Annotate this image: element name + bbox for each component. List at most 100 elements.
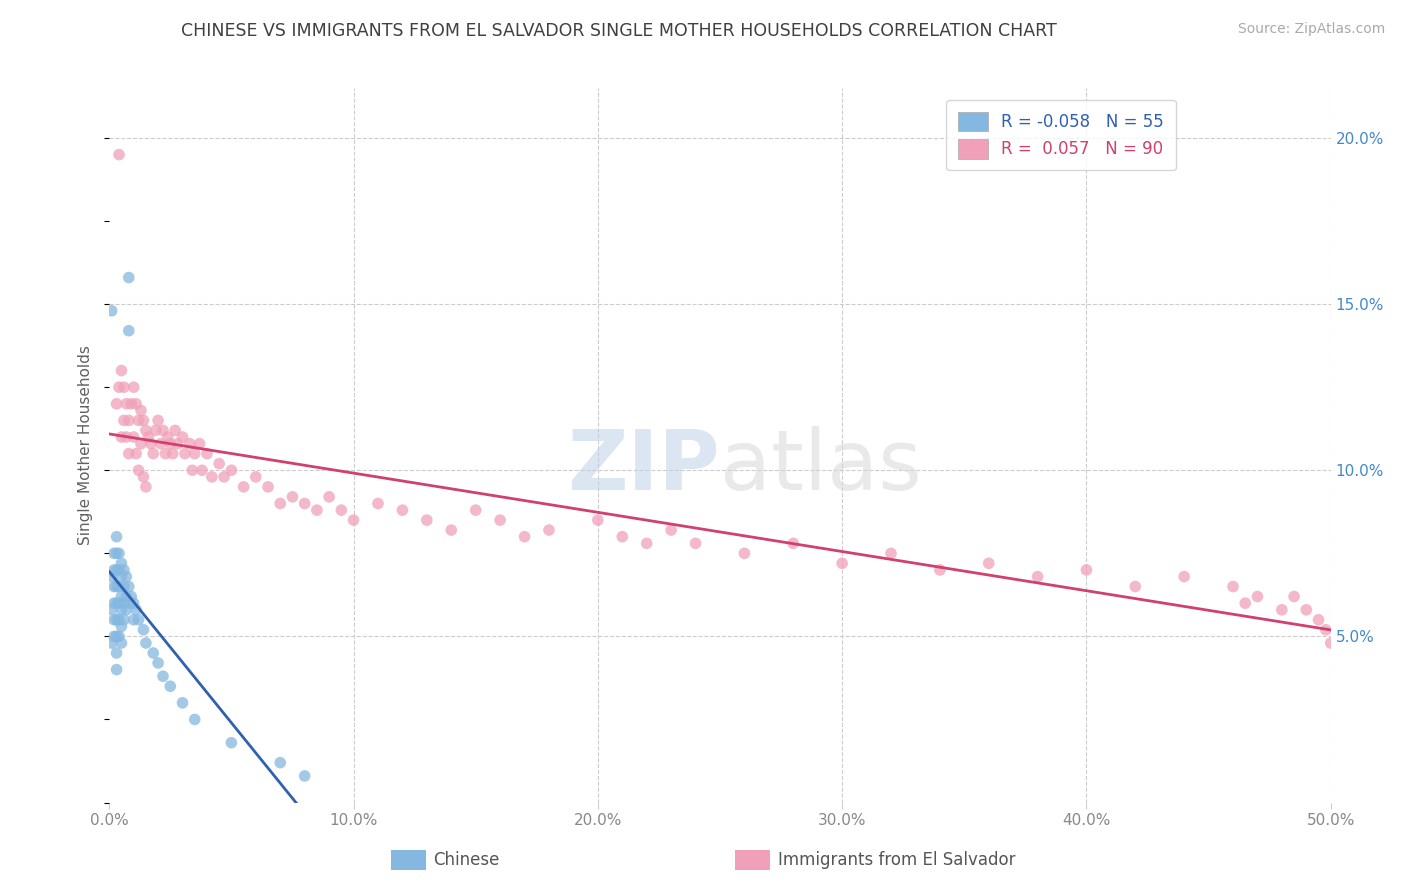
Point <box>129 436 152 450</box>
Point <box>112 380 135 394</box>
Point <box>191 463 214 477</box>
Point <box>330 503 353 517</box>
Point <box>122 380 145 394</box>
Point <box>928 563 950 577</box>
Point <box>108 546 131 560</box>
Point <box>105 546 128 560</box>
Point <box>110 430 132 444</box>
Point <box>685 536 707 550</box>
Point <box>105 646 128 660</box>
Point <box>118 447 141 461</box>
Point <box>100 569 122 583</box>
Point <box>103 613 125 627</box>
Point <box>221 736 243 750</box>
Point <box>172 430 194 444</box>
Point <box>125 447 148 461</box>
Point <box>342 513 364 527</box>
Point <box>782 536 804 550</box>
Point <box>112 613 135 627</box>
Point <box>112 563 135 577</box>
Point <box>188 436 211 450</box>
Point <box>1271 603 1294 617</box>
Point <box>318 490 340 504</box>
Point <box>108 563 131 577</box>
Point <box>115 397 138 411</box>
Point <box>105 580 128 594</box>
Point <box>135 636 157 650</box>
Point <box>1076 563 1098 577</box>
Point <box>440 523 463 537</box>
Point <box>128 463 150 477</box>
Point <box>112 596 135 610</box>
Point <box>513 530 536 544</box>
Point <box>146 656 169 670</box>
Point <box>118 596 141 610</box>
Point <box>132 623 155 637</box>
Point <box>103 629 125 643</box>
Point <box>118 270 141 285</box>
Point <box>105 596 128 610</box>
Point <box>367 496 389 510</box>
Point <box>105 663 128 677</box>
Point <box>108 596 131 610</box>
Point <box>115 430 138 444</box>
Point <box>122 613 145 627</box>
Y-axis label: Single Mother Households: Single Mother Households <box>79 345 93 545</box>
Point <box>232 480 254 494</box>
Point <box>103 546 125 560</box>
Point <box>100 303 122 318</box>
Point <box>139 436 162 450</box>
Point <box>105 397 128 411</box>
Point <box>221 463 243 477</box>
Point <box>636 536 658 550</box>
Point <box>208 457 231 471</box>
Point <box>120 590 142 604</box>
Point <box>110 619 132 633</box>
Point <box>108 629 131 643</box>
Point <box>108 380 131 394</box>
Point <box>181 463 204 477</box>
Point <box>489 513 512 527</box>
Point <box>145 423 167 437</box>
Point <box>112 413 135 427</box>
Point <box>1123 580 1146 594</box>
Point <box>115 569 138 583</box>
Point <box>537 523 560 537</box>
Point <box>118 580 141 594</box>
Point <box>100 603 122 617</box>
Point <box>464 503 486 517</box>
Point <box>281 490 304 504</box>
Point <box>269 756 291 770</box>
Point <box>110 569 132 583</box>
Point <box>1315 623 1337 637</box>
Point <box>1282 590 1305 604</box>
Point <box>142 447 165 461</box>
Point <box>245 470 267 484</box>
Point <box>166 436 188 450</box>
Point <box>110 603 132 617</box>
Point <box>152 669 174 683</box>
Point <box>118 324 141 338</box>
Point <box>162 447 184 461</box>
Point <box>1026 569 1049 583</box>
Point <box>132 470 155 484</box>
Point <box>108 580 131 594</box>
Point <box>129 403 152 417</box>
Point <box>269 496 291 510</box>
Point <box>105 613 128 627</box>
Point <box>132 413 155 427</box>
Text: atlas: atlas <box>720 426 922 508</box>
Point <box>159 679 181 693</box>
Point <box>125 603 148 617</box>
Point <box>105 563 128 577</box>
Point <box>128 413 150 427</box>
Point <box>155 447 177 461</box>
Point <box>115 603 138 617</box>
Point <box>125 397 148 411</box>
Point <box>103 596 125 610</box>
Legend: R = -0.058   N = 55, R =  0.057   N = 90: R = -0.058 N = 55, R = 0.057 N = 90 <box>946 100 1175 170</box>
Point <box>201 470 224 484</box>
Point <box>122 596 145 610</box>
Point <box>184 713 207 727</box>
Point <box>146 413 169 427</box>
